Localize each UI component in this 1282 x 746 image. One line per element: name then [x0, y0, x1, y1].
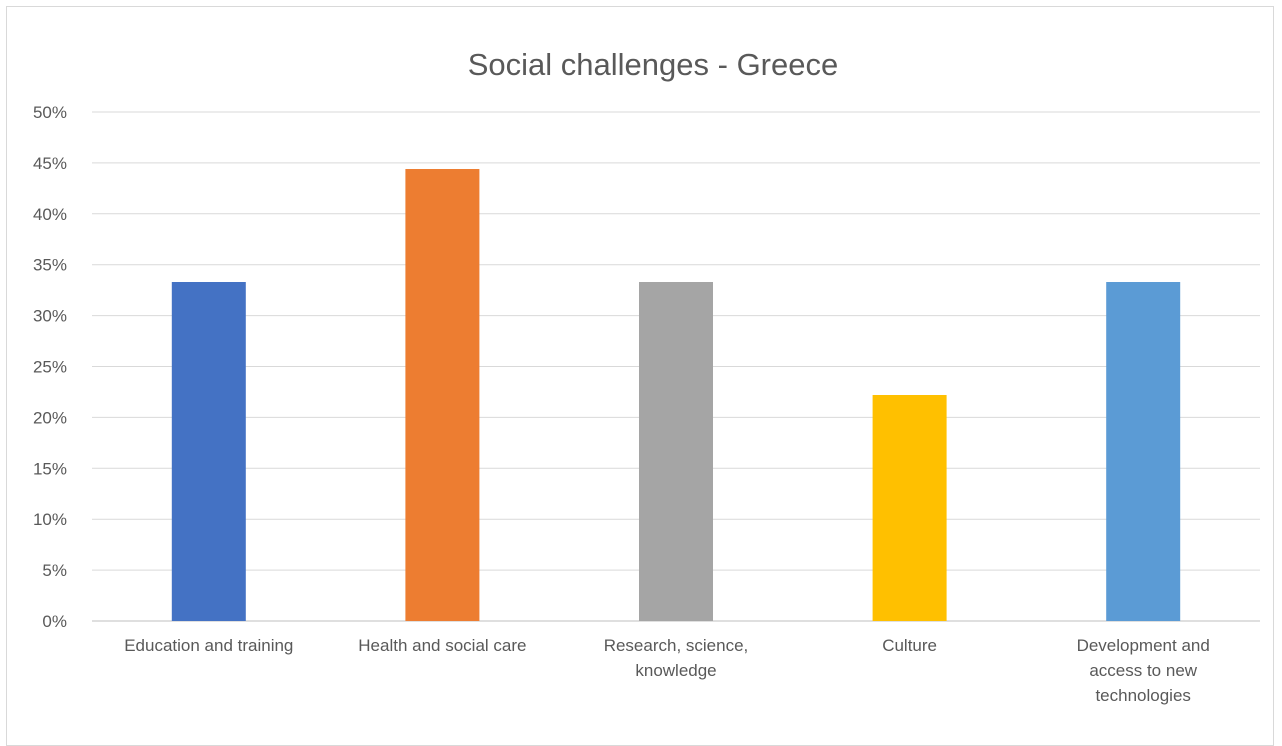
x-axis-categories: Education and training Health and social … [124, 636, 1210, 705]
y-tick-label: 5% [42, 561, 67, 580]
bar [1106, 282, 1181, 621]
x-category-label: Education and training [124, 636, 293, 655]
y-axis-ticks: 0% 5% 10% 15% 20% 25% 30% 35% 40% 45% 50% [33, 103, 67, 631]
x-category-label: Development and access to new technologies [1077, 636, 1210, 705]
x-category-label: Health and social care [358, 636, 526, 655]
y-tick-label: 35% [33, 256, 67, 275]
chart-frame: Social challenges - Greece 0% 5% 10% 15% 20%… [6, 6, 1274, 746]
y-tick-label: 0% [42, 612, 67, 631]
x-category-label: Culture [882, 636, 937, 655]
y-tick-label: 20% [33, 408, 67, 427]
bar [405, 169, 480, 621]
y-tick-label: 30% [33, 307, 67, 326]
bars [171, 169, 1181, 621]
y-tick-label: 40% [33, 205, 67, 224]
bar [171, 282, 246, 621]
x-category-label: Research, science, knowledge [604, 636, 749, 680]
y-tick-label: 45% [33, 154, 67, 173]
bar [872, 395, 947, 621]
y-tick-label: 50% [33, 103, 67, 122]
chart-title: Social challenges - Greece [468, 47, 838, 82]
bar-chart: Social challenges - Greece 0% 5% 10% 15% 20%… [33, 47, 1260, 705]
y-tick-label: 15% [33, 459, 67, 478]
bar [639, 282, 713, 621]
y-tick-label: 25% [33, 358, 67, 377]
y-tick-label: 10% [33, 510, 67, 529]
